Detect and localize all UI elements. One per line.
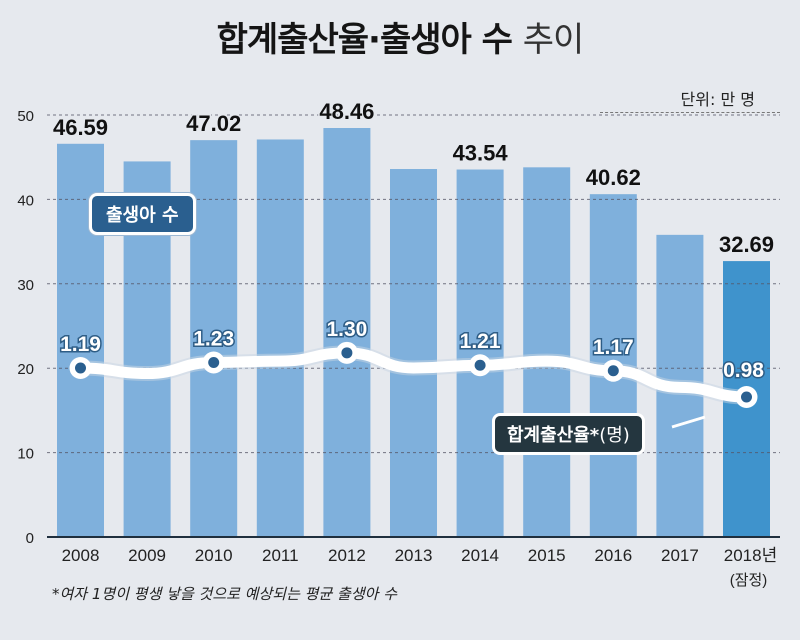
chart-title: 합계출산율·출생아 수 추이 [0,12,800,61]
tfr-line [75,347,752,403]
x-tick-label: 2011 [262,546,299,565]
x-tick-label: 2017 [661,546,699,565]
tfr-value-label: 1.19 [60,333,101,356]
y-tick-50: 50 [17,108,34,125]
tfr-value-label: 1.21 [460,330,501,353]
bar-2011 [256,139,304,537]
x-tick-label: 2008 [62,546,100,565]
unit-divider [600,112,780,113]
legend-tfr-label: 합계출산율* [507,425,600,446]
tfr-marker [341,347,353,359]
tfr-marker [75,362,86,374]
bar-2013 [390,169,437,538]
x-tick-label: 2015 [528,546,566,565]
unit-label: 단위: 만 명 [680,90,755,109]
chart-title-main: 합계출산율·출생아 수 [216,20,513,60]
tfr-marker [607,365,619,377]
x-tick-label: 2014 [461,546,499,565]
provisional-note: (잠정) [730,572,768,589]
tfr-value-label: 1.23 [193,327,234,350]
tfr-value-label: 1.17 [593,336,634,359]
x-tick-label: 2012 [328,546,366,565]
x-tick-label: 2013 [395,546,433,565]
tfr-marker [208,356,220,368]
legend-tfr-badge: 합계출산율*(명) [492,413,645,455]
bar-value-label: 46.59 [53,115,108,140]
y-tick-20: 20 [17,361,34,378]
x-tick-label: 2016 [594,546,632,565]
bar-value-label: 32.69 [719,232,774,257]
y-tick-0: 0 [26,530,34,547]
chart-title-suffix: 추이 [522,20,585,60]
bar-value-label: 40.62 [586,165,641,190]
y-tick-30: 30 [17,277,34,294]
bar-2014 [456,169,504,537]
x-tick-label: 2009 [128,546,166,565]
bar-2012 [323,127,371,538]
tfr-value-label: 0.98 [723,359,764,382]
x-tick-label: 2018년 [724,546,777,565]
y-tick-40: 40 [17,192,34,209]
bar-value-label: 48.46 [319,99,374,124]
bar-value-label: 47.02 [186,111,241,136]
bar-2015 [523,167,571,537]
legend-tfr-unit: (명) [599,425,630,446]
bar-2010 [190,140,238,538]
x-tick-label: 2010 [195,546,233,565]
tfr-marker [474,359,486,371]
footnote: *여자 1명이 평생 낳을 것으로 예상되는 평균 출생아 수 [52,585,397,603]
tfr-marker [741,391,752,403]
legend-births-badge: 출생아 수 [89,193,196,235]
tfr-value-label: 1.30 [326,318,367,341]
bar-value-label: 43.54 [453,141,509,166]
y-tick-10: 10 [17,446,34,463]
